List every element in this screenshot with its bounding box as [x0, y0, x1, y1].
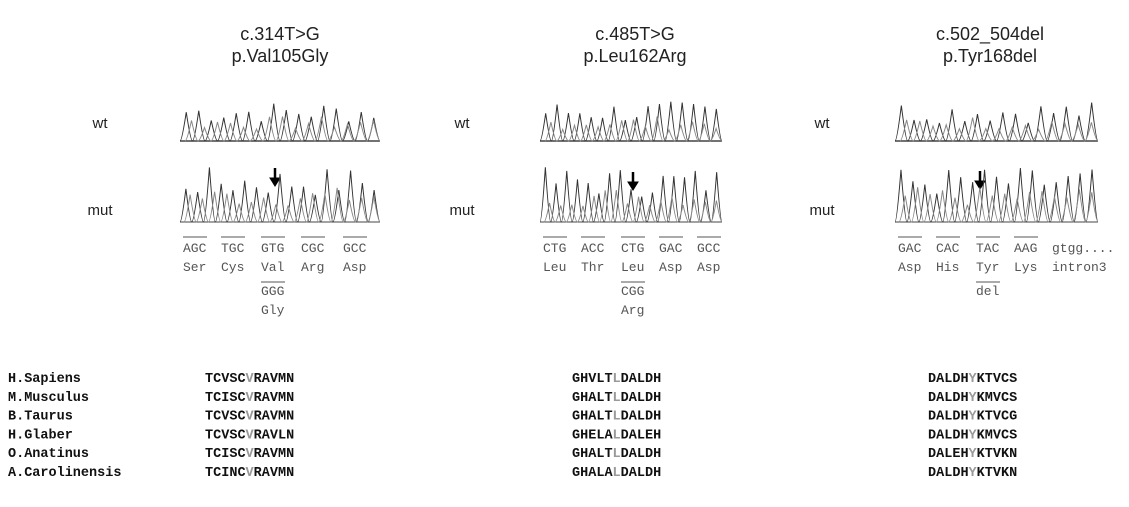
aligned-sequence: TCINCVRAVMN: [205, 466, 294, 481]
panel-title: c.314T>G: [240, 24, 320, 44]
codon: GTG: [261, 241, 284, 256]
aligned-sequence: TCISCVRAVMN: [205, 447, 294, 462]
amino-acid: Asp: [659, 260, 682, 275]
aligned-sequence: GHALALDALDH: [572, 466, 661, 481]
aligned-sequence: DALDHYKTVCS: [928, 372, 1017, 387]
codon: CTG: [543, 241, 566, 256]
aligned-sequence: GHVLTLDALDH: [572, 372, 661, 387]
mut-label: mut: [809, 202, 835, 219]
species: H.Sapiens: [8, 372, 81, 387]
wt-label: wt: [454, 115, 471, 132]
aligned-sequence: GHALTLDALDH: [572, 447, 661, 462]
mutant-codon: GGG: [261, 284, 284, 299]
species: A.Carolinensis: [8, 466, 121, 481]
codon: gtgg....: [1052, 241, 1114, 256]
codon: TAC: [976, 241, 1000, 256]
amino-acid: Asp: [898, 260, 921, 275]
codon: TGC: [221, 241, 245, 256]
amino-acid: Asp: [697, 260, 720, 275]
panel-title: p.Val105Gly: [232, 46, 329, 66]
amino-acid: Tyr: [976, 260, 999, 275]
amino-acid: intron3: [1052, 260, 1107, 275]
panel-title: c.502_504del: [936, 24, 1044, 45]
codon: CGC: [301, 241, 325, 256]
aligned-sequence: GHELALDALEH: [572, 428, 661, 443]
species: B.Taurus: [8, 410, 73, 425]
amino-acid: Leu: [621, 260, 644, 275]
codon: AAG: [1014, 241, 1037, 256]
panel-title: p.Leu162Arg: [583, 46, 686, 66]
wt-label: wt: [92, 115, 109, 132]
panel-title: c.485T>G: [595, 24, 675, 44]
chromatogram-wt: [540, 102, 722, 141]
chromatogram-mut: [180, 167, 380, 222]
amino-acid: Thr: [581, 260, 604, 275]
aligned-sequence: DALEHYKTVKN: [928, 447, 1017, 462]
amino-acid: Cys: [221, 260, 244, 275]
chromatogram-wt: [180, 104, 380, 141]
species: H.Glaber: [8, 428, 73, 443]
chromatogram-mut: [540, 167, 722, 222]
mut-label: mut: [449, 202, 475, 219]
mutant-codon: CGG: [621, 284, 644, 299]
codon: GAC: [898, 241, 922, 256]
codon: GAC: [659, 241, 683, 256]
codon: CAC: [936, 241, 960, 256]
amino-acid: Ser: [183, 260, 206, 275]
codon: AGC: [183, 241, 207, 256]
figure: c.314T>Gp.Val105Gly wt mut AGC Ser TGC Cys GTG V…: [0, 0, 1129, 507]
amino-acid: Val: [261, 260, 285, 275]
aligned-sequence: TCVSCVRAVMN: [205, 372, 294, 387]
aligned-sequence: GHALTLDALDH: [572, 410, 661, 425]
codon: ACC: [581, 241, 605, 256]
aligned-sequence: DALDHYKMVCS: [928, 391, 1017, 406]
amino-acid: Leu: [543, 260, 566, 275]
chromatogram-mut: [895, 168, 1098, 222]
aligned-sequence: DALDHYKTVKN: [928, 466, 1017, 481]
amino-acid: Lys: [1014, 260, 1037, 275]
amino-acid: Arg: [301, 260, 324, 275]
amino-acid: His: [936, 260, 959, 275]
mutant-amino-acid: del: [976, 284, 1000, 299]
mutant-amino-acid: Gly: [261, 303, 285, 318]
aligned-sequence: DALDHYKTVCG: [928, 410, 1017, 425]
aligned-sequence: TCVSCVRAVLN: [205, 428, 294, 443]
codon: CTG: [621, 241, 644, 256]
panel-title: p.Tyr168del: [943, 46, 1037, 66]
wt-label: wt: [814, 115, 831, 132]
codon: GCC: [697, 241, 721, 256]
species: O.Anatinus: [8, 447, 89, 462]
aligned-sequence: TCISCVRAVMN: [205, 391, 294, 406]
mut-label: mut: [87, 202, 113, 219]
arrows: [270, 168, 985, 190]
aligned-sequence: DALDHYKMVCS: [928, 428, 1017, 443]
codon: GCC: [343, 241, 367, 256]
aligned-sequence: TCVSCVRAVMN: [205, 410, 294, 425]
amino-acid: Asp: [343, 260, 366, 275]
species: M.Musculus: [8, 391, 89, 406]
aligned-sequence: GHALTLDALDH: [572, 391, 661, 406]
mutant-amino-acid: Arg: [621, 303, 644, 318]
